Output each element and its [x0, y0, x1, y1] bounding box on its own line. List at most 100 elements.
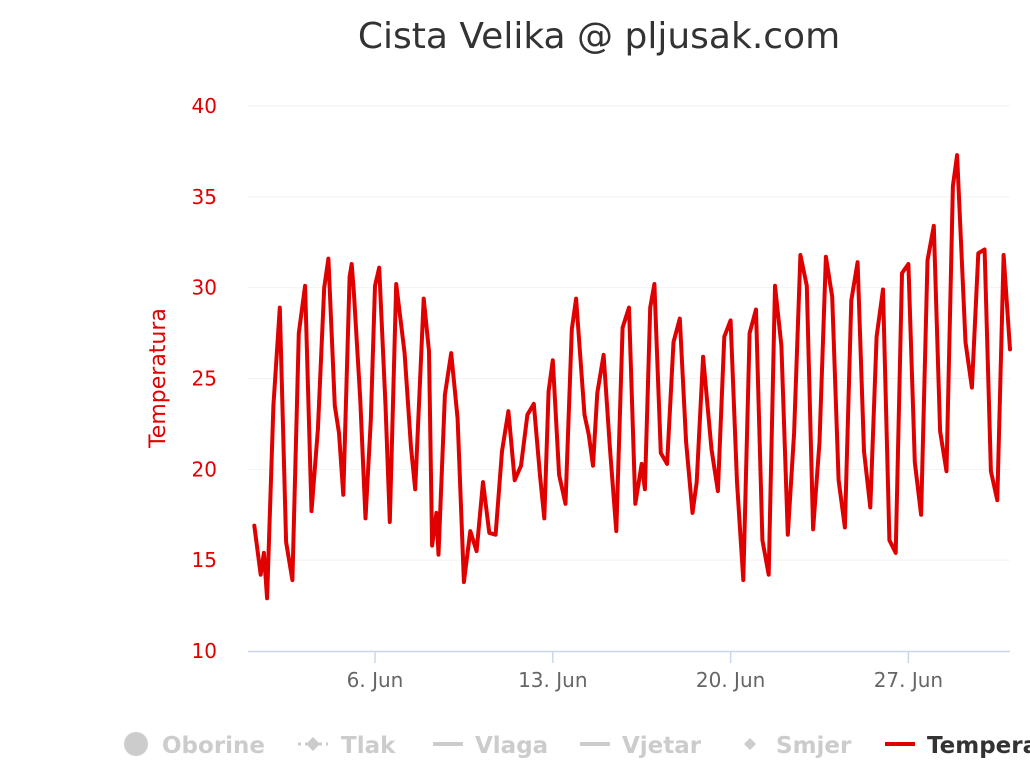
- data-point: [333, 404, 337, 408]
- data-point: [995, 498, 999, 502]
- data-point: [595, 391, 599, 395]
- series-layer: [252, 153, 1012, 601]
- data-point: [837, 478, 841, 482]
- data-point: [1002, 253, 1006, 257]
- data-point: [640, 462, 644, 466]
- y-tick-label: 40: [192, 94, 217, 118]
- data-point: [919, 513, 923, 517]
- data-point: [434, 511, 438, 515]
- data-point: [316, 427, 320, 431]
- legend-item-vjetar[interactable]: Vjetar: [580, 733, 702, 759]
- x-tick-label: 27. Jun: [874, 668, 943, 692]
- legend-label: Smjer: [776, 733, 852, 759]
- legend-symbol-diamond: [744, 738, 756, 750]
- data-point: [716, 489, 720, 493]
- x-tick-label: 20. Jun: [696, 668, 765, 692]
- series-line-temperatura: [252, 153, 1012, 601]
- data-point: [881, 287, 885, 292]
- data-point: [373, 284, 377, 288]
- data-point: [500, 449, 504, 453]
- data-point: [652, 282, 657, 286]
- data-point: [506, 409, 510, 413]
- data-point: [824, 255, 828, 259]
- data-point: [587, 433, 591, 437]
- data-point: [547, 389, 551, 393]
- data-point: [591, 464, 595, 468]
- data-point: [894, 551, 898, 555]
- data-point: [358, 396, 362, 401]
- data-point: [955, 153, 959, 157]
- data-point: [614, 529, 618, 533]
- data-point: [767, 573, 771, 577]
- data-point: [481, 480, 485, 484]
- data-point: [525, 413, 530, 417]
- data-point: [900, 271, 904, 275]
- data-point: [665, 462, 669, 466]
- data-point: [792, 431, 796, 435]
- data-point: [648, 306, 652, 310]
- data-point: [944, 469, 949, 473]
- data-point: [684, 440, 688, 444]
- x-tick-label: 13. Jun: [518, 668, 587, 692]
- legend-symbol-circle: [124, 732, 148, 756]
- data-point: [551, 358, 555, 362]
- data-point: [337, 431, 341, 435]
- legend-item-oborine[interactable]: Oborine: [124, 732, 265, 759]
- data-point: [582, 413, 587, 417]
- data-point: [798, 253, 803, 257]
- data-point: [284, 540, 288, 544]
- data-point: [384, 406, 388, 410]
- legend-label: Oborine: [162, 733, 265, 759]
- data-point: [817, 440, 822, 444]
- legend-item-tlak[interactable]: Tlak: [298, 733, 396, 759]
- data-point: [563, 502, 568, 506]
- data-point: [297, 331, 301, 335]
- data-point: [925, 258, 930, 262]
- data-point: [633, 502, 637, 506]
- data-point: [443, 393, 447, 397]
- data-point: [570, 327, 574, 331]
- data-point: [409, 445, 413, 450]
- legend-label: Vlaga: [475, 733, 548, 759]
- axes: 10 15 20 25 30 35 40 6. Jun 13. Jun 20. Jun 27. Ju…: [192, 94, 1010, 692]
- data-point: [868, 505, 872, 510]
- y-axis-label: Temperatura: [146, 308, 171, 449]
- data-point: [906, 262, 911, 266]
- data-point: [976, 251, 980, 255]
- data-point: [805, 284, 809, 288]
- legend-item-smjer[interactable]: Smjer: [744, 733, 852, 759]
- data-point: [659, 451, 663, 455]
- data-point: [602, 353, 606, 357]
- data-point: [557, 473, 561, 477]
- data-point: [671, 340, 676, 344]
- data-point: [779, 344, 784, 348]
- data-point: [265, 596, 269, 600]
- data-point: [271, 404, 275, 408]
- data-point: [475, 549, 479, 553]
- data-point: [830, 295, 834, 299]
- data-point: [608, 447, 612, 451]
- data-point: [290, 578, 294, 582]
- data-point: [519, 464, 523, 468]
- legend-item-vlaga[interactable]: Vlaga: [433, 733, 548, 759]
- data-point: [849, 298, 853, 302]
- data-point: [983, 247, 987, 252]
- data-point: [513, 478, 517, 482]
- data-point: [754, 307, 758, 312]
- legend-item-temperatura[interactable]: Temperatura: [885, 733, 1030, 759]
- data-point: [303, 284, 307, 288]
- legend-label: Tlak: [341, 733, 396, 759]
- y-tick-label: 20: [192, 457, 217, 481]
- y-tick-label: 15: [192, 548, 217, 572]
- data-point: [970, 386, 974, 390]
- data-point: [413, 487, 417, 491]
- legend-symbol-diamond: [306, 737, 320, 751]
- data-point: [913, 460, 917, 464]
- data-point: [462, 580, 466, 584]
- data-point: [773, 284, 777, 288]
- data-point: [430, 544, 434, 548]
- data-point: [352, 289, 356, 293]
- data-point: [341, 493, 345, 497]
- y-tick-label: 35: [192, 185, 217, 209]
